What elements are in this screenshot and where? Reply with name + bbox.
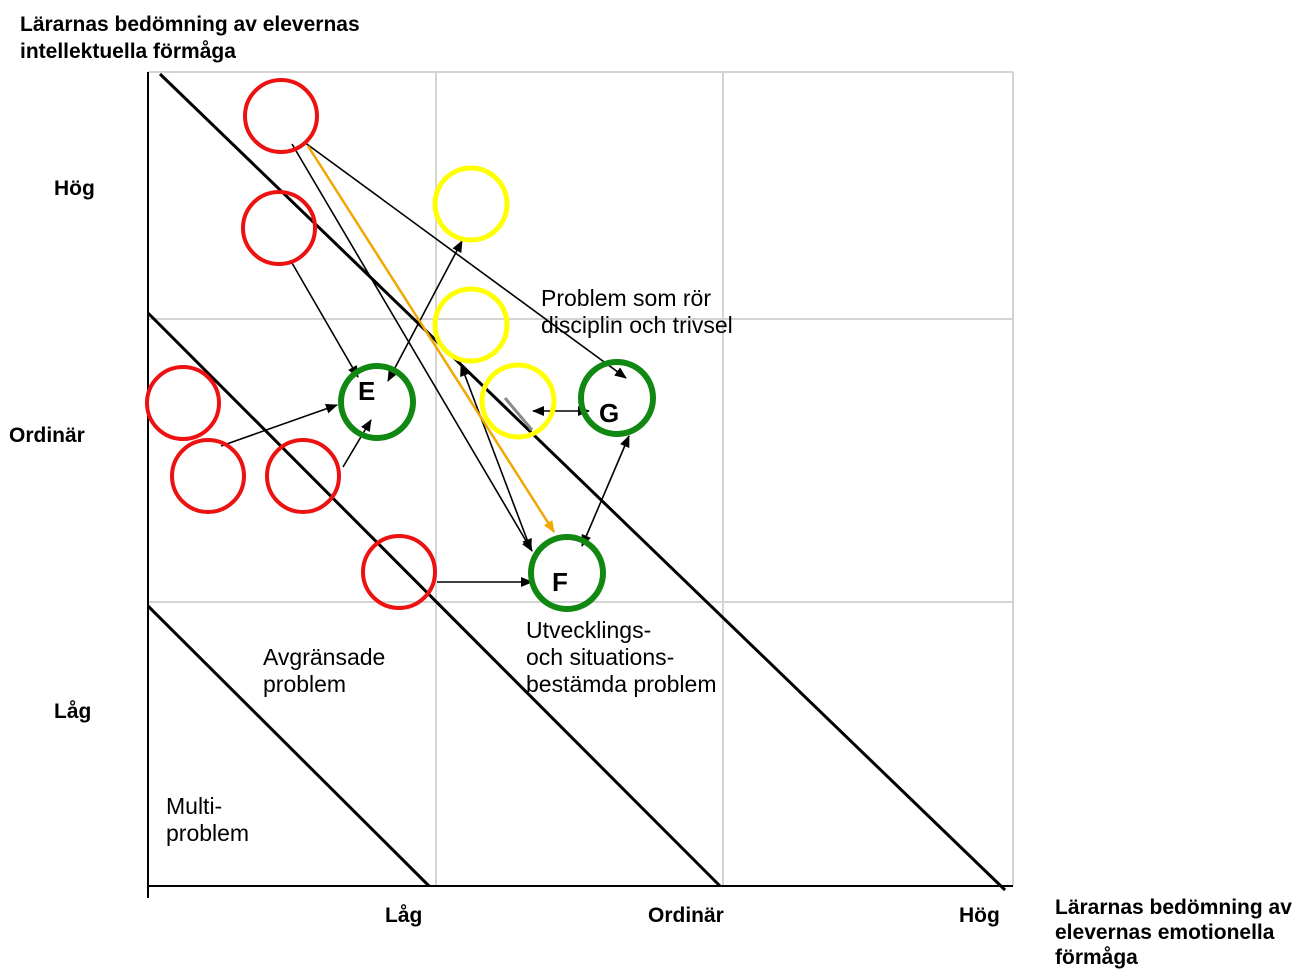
yellow-circles bbox=[432, 165, 557, 440]
y-tick-high: Hög bbox=[54, 177, 95, 200]
grey-line bbox=[503, 397, 534, 431]
y-axis-title: Lärarnas bedömning av elevernas intellek… bbox=[20, 13, 360, 63]
zone-label-limited: Avgränsade problem bbox=[263, 644, 386, 697]
zone-boundaries bbox=[146, 72, 1007, 892]
arrow bbox=[460, 364, 532, 551]
red-circle bbox=[361, 534, 437, 610]
marker-g: G bbox=[599, 398, 620, 428]
zone-label-discipline: Problem som rör disciplin och trivsel bbox=[541, 285, 733, 338]
green-circle-f bbox=[528, 534, 606, 612]
red-circle bbox=[170, 438, 246, 514]
arrows bbox=[220, 141, 630, 587]
marker-e: E bbox=[358, 376, 376, 406]
orange-arrow bbox=[306, 145, 556, 533]
arrow bbox=[303, 141, 627, 379]
green-circle-g bbox=[578, 359, 656, 437]
yellow-circle bbox=[432, 165, 510, 243]
x-tick-low: Låg bbox=[385, 904, 423, 927]
red-circle bbox=[145, 365, 221, 441]
x-tick-normal: Ordinär bbox=[648, 904, 724, 927]
x-axis-title: Lärarnas bedömning av elevernas emotione… bbox=[1055, 896, 1292, 969]
yellow-circle bbox=[432, 286, 510, 364]
arrow bbox=[291, 262, 359, 378]
y-tick-low: Låg bbox=[54, 700, 92, 723]
green-circles bbox=[338, 359, 656, 612]
arrow bbox=[581, 435, 630, 547]
red-circles bbox=[145, 78, 437, 610]
marker-f: F bbox=[552, 567, 568, 597]
arrow bbox=[387, 240, 463, 382]
arrow bbox=[220, 403, 338, 447]
y-tick-normal: Ordinär bbox=[9, 424, 85, 447]
yellow-circle bbox=[479, 362, 557, 440]
red-circle bbox=[243, 78, 319, 154]
arrow bbox=[342, 419, 372, 468]
zone-label-multi: Multi- problem bbox=[166, 793, 250, 846]
x-tick-high: Hög bbox=[959, 904, 1000, 927]
green-circle-e bbox=[338, 363, 416, 441]
red-circle bbox=[241, 190, 317, 266]
zone-label-development: Utvecklings- och situations- bestämda pr… bbox=[526, 617, 717, 697]
red-circle bbox=[265, 438, 341, 514]
